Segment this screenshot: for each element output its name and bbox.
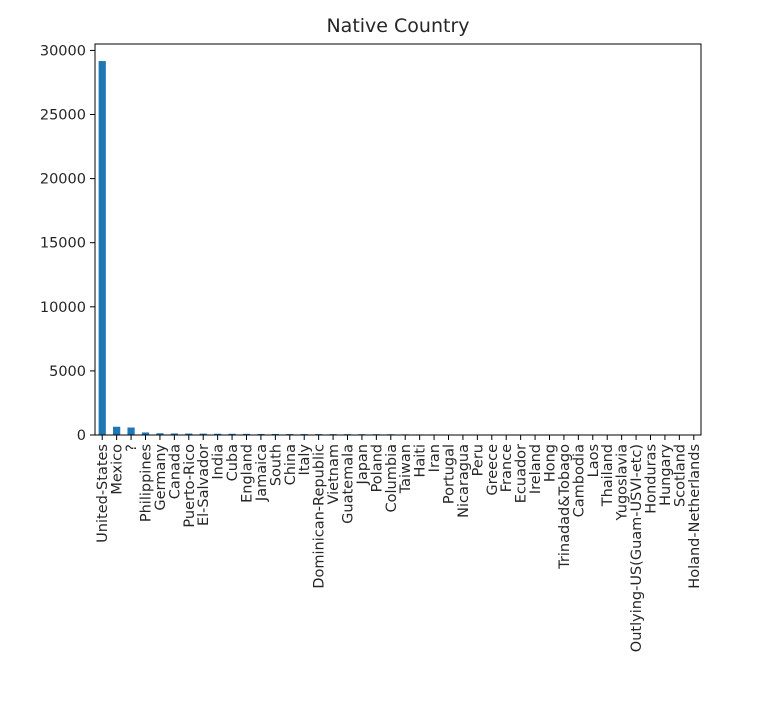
x-tick-label: Haiti	[413, 444, 429, 478]
x-tick-label: Philippines	[139, 444, 155, 522]
x-tick-label: France	[499, 444, 515, 492]
y-axis: 0 5000 10000 15000 20000 25000 30000	[40, 43, 95, 444]
y-tick-label: 30000	[40, 43, 86, 59]
bar-5	[170, 433, 178, 435]
bar-10	[242, 433, 251, 435]
x-tick-label: Hong	[543, 444, 559, 482]
x-tick-label: South	[268, 444, 284, 486]
x-tick-label: Honduras	[644, 444, 660, 514]
x-tick-label: Cuba	[225, 444, 241, 481]
x-tick-label: Hungary	[658, 444, 674, 506]
x-tick-label: Columbia	[384, 444, 400, 512]
bar-2	[127, 427, 135, 435]
x-axis: United-StatesMexico?PhilippinesGermanyCa…	[95, 435, 703, 652]
y-tick-label: 0	[77, 428, 86, 444]
bar-9	[228, 433, 236, 435]
x-tick-label: England	[240, 444, 256, 503]
bar-8	[214, 433, 222, 435]
y-tick-label: 25000	[40, 108, 86, 124]
x-tick-label: Ecuador	[514, 444, 530, 503]
x-tick-label: Greece	[485, 444, 501, 496]
x-tick-label: Laos	[586, 444, 602, 477]
x-tick-label: Iran	[427, 444, 443, 472]
x-tick-label: Mexico	[110, 444, 126, 495]
x-tick-label: Portugal	[442, 444, 458, 504]
y-tick-label: 5000	[49, 364, 86, 380]
bar-0	[98, 61, 106, 436]
x-tick-label: Outlying-US(Guam-USVI-etc)	[629, 444, 645, 652]
x-tick-label: Canada	[167, 444, 183, 499]
bar-6	[185, 433, 193, 435]
x-tick-label: Thailand	[600, 444, 616, 507]
x-tick-label: Yugoslavia	[615, 444, 631, 521]
x-tick-label: United-States	[95, 444, 111, 543]
x-tick-label: Japan	[355, 444, 371, 485]
x-tick-label: Taiwan	[398, 444, 414, 494]
x-tick-label: Ireland	[528, 444, 544, 494]
bar-3	[141, 432, 150, 435]
x-tick-label: India	[211, 444, 227, 480]
x-tick-label: Cambodia	[571, 444, 587, 517]
x-tick-label: Jamaica	[254, 444, 270, 502]
x-tick-label: Vietnam	[326, 444, 342, 504]
x-tick-label: China	[283, 444, 299, 485]
x-tick-label: Peru	[470, 444, 486, 476]
chart-title: Native Country	[326, 15, 469, 37]
x-tick-label: El-Salvador	[196, 444, 212, 526]
x-tick-label: Scotland	[672, 444, 688, 507]
bar-12	[271, 433, 279, 435]
bar-4	[156, 433, 164, 435]
y-tick-label: 20000	[40, 172, 86, 188]
y-tick-label: 15000	[40, 236, 86, 252]
plot-area-frame	[94, 43, 702, 436]
x-tick-label: ?	[124, 444, 140, 452]
x-tick-label: Guatemala	[341, 444, 357, 524]
x-tick-label: Germany	[153, 444, 169, 511]
x-tick-label: Holand-Netherlands	[687, 444, 703, 589]
x-tick-label: Dominican-Republic	[312, 444, 328, 589]
bar-1	[113, 426, 121, 435]
x-tick-label: Trinadad&Tobago	[557, 444, 573, 570]
x-tick-label: Nicaragua	[456, 444, 472, 518]
x-tick-label: Italy	[297, 444, 313, 476]
y-tick-label: 10000	[40, 300, 86, 316]
bar-11	[257, 433, 265, 435]
x-tick-label: Puerto-Rico	[182, 444, 198, 528]
x-tick-label: Poland	[369, 444, 385, 492]
bar-7	[199, 433, 207, 435]
bars	[98, 61, 698, 436]
